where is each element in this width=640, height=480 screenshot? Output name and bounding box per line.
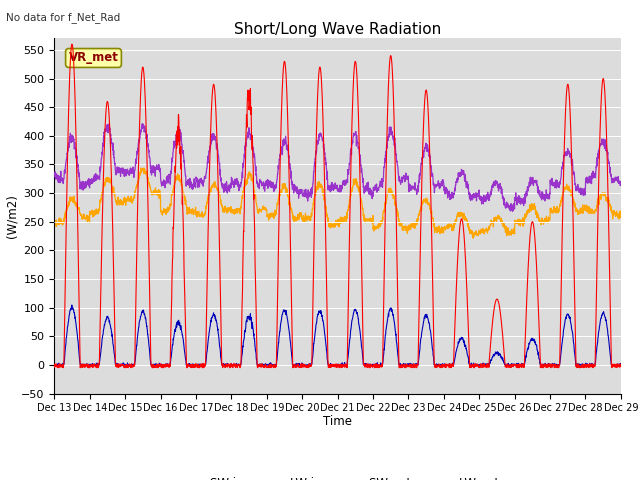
Text: VR_met: VR_met xyxy=(68,51,118,64)
Text: No data for f_Net_Rad: No data for f_Net_Rad xyxy=(6,12,121,23)
Title: Short/Long Wave Radiation: Short/Long Wave Radiation xyxy=(234,22,441,37)
Y-axis label: (W/m2): (W/m2) xyxy=(6,194,19,238)
Legend: SW in, LW in, SW out, LW out: SW in, LW in, SW out, LW out xyxy=(172,472,504,480)
X-axis label: Time: Time xyxy=(323,415,352,428)
